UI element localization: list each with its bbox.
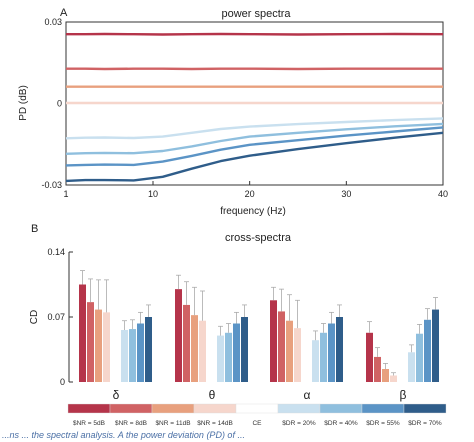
panel-b-label: B (31, 223, 38, 235)
panel-a-ytick-label: -0.03 (41, 180, 62, 190)
cd-bar (241, 317, 248, 382)
cd-bar (137, 323, 144, 382)
caption-fragment: ...ns ... the spectral analysis. A the p… (2, 430, 245, 440)
panel-b-title: cross-spectra (225, 232, 292, 244)
panel-a-xtick-label: 40 (438, 189, 448, 199)
legend-swatch (361, 403, 405, 414)
cd-bar (79, 284, 86, 382)
legend-swatch (109, 403, 153, 414)
panel-b-category-label: δ (113, 388, 120, 402)
panel-a-ytick-label: 0 (57, 99, 62, 109)
legend-swatch (67, 403, 111, 414)
power-spectrum-line-1 (66, 32, 444, 36)
panel-b-ytick-label: 0.07 (47, 312, 65, 322)
cd-bar (191, 315, 198, 382)
cd-bar (145, 317, 152, 382)
cd-bar (286, 320, 293, 382)
panel-a-xtick-label: 30 (341, 189, 351, 199)
cd-bar (366, 332, 373, 382)
cd-bar (87, 302, 94, 382)
cd-bar (382, 369, 389, 382)
legend-swatch (193, 403, 237, 414)
cd-bar (416, 333, 423, 382)
panel-a-xlabel: frequency (Hz) (220, 206, 286, 217)
legend-entry: $DR = 40% (324, 420, 358, 427)
legend-swatch (319, 403, 363, 414)
legend-entry: $NR = 11dB (155, 420, 190, 427)
legend-swatch (151, 403, 195, 414)
legend-entry: $NR = 5dB (73, 420, 105, 427)
cd-bar (294, 328, 301, 382)
panel-a-label: A (60, 7, 68, 19)
legend-swatch (277, 403, 321, 414)
legend-entry: $DR = 20% (282, 420, 316, 427)
cd-bar (432, 309, 439, 382)
cd-bar (95, 309, 102, 382)
panel-b-ytick-label: 0.14 (47, 247, 65, 257)
cd-bar (225, 332, 232, 382)
power-spectrum-line-8 (65, 131, 444, 183)
legend-entry: CE (252, 420, 262, 427)
cd-bar (320, 332, 327, 382)
panel-b-ytick-label: 0 (60, 377, 65, 387)
legend-entry: $DR = 70% (408, 420, 442, 427)
cd-bar (129, 329, 136, 382)
panel-a-ticks: 1 10 20 30 40 0.03 0 -0.03 (41, 17, 448, 199)
cd-bar (424, 319, 431, 382)
panel-a-ylabel: PD (dB) (18, 85, 29, 121)
legend-swatch (235, 403, 279, 414)
cd-bar (270, 300, 277, 382)
panel-b-ylabel: CD (29, 310, 40, 324)
panel-b-category-label: β (400, 388, 407, 402)
cd-bar (199, 320, 206, 382)
cd-bar (233, 323, 240, 382)
cd-bar (408, 352, 415, 382)
legend-entry: $DR = 55% (366, 420, 400, 427)
panel-a-lines (65, 32, 444, 183)
cd-bar (312, 340, 319, 382)
legend-entry: $NR = 14dB (197, 420, 233, 427)
panel-a-xtick-label: 10 (148, 189, 158, 199)
cd-bar (278, 311, 285, 382)
legend-swatch (403, 403, 447, 414)
cd-bar (336, 317, 343, 382)
power-spectrum-line-6 (65, 122, 444, 155)
panel-a-xtick-label: 20 (245, 189, 255, 199)
panel-b-ticks: 0.14 0.07 0 (47, 247, 73, 387)
cd-bar (175, 289, 182, 382)
cd-bar (328, 323, 335, 382)
cd-bar (374, 356, 381, 382)
legend-entry: $NR = 8dB (115, 420, 147, 427)
cd-bar (103, 312, 110, 382)
legend: $NR = 5dB $NR = 8dB $NR = 11dB $NR = 14dB CE… (67, 403, 447, 427)
cd-bar (183, 304, 190, 382)
panel-a-ytick-label: 0.03 (44, 17, 62, 27)
panel-b-category-label: θ (209, 388, 216, 402)
panel-a-title: power spectra (221, 8, 291, 20)
cd-bar (390, 375, 397, 382)
cd-bar (121, 330, 128, 382)
panel-b-category-label: α (304, 388, 311, 402)
panel-a-xtick-label: 1 (63, 189, 68, 199)
power-spectrum-line-5 (65, 117, 444, 140)
power-spectrum-line-7 (65, 126, 444, 167)
cd-bar (217, 335, 224, 382)
